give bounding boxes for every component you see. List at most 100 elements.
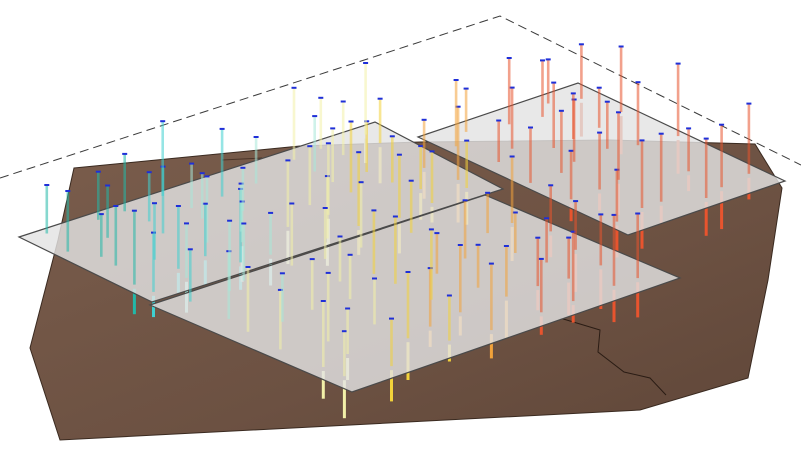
pile-66 xyxy=(448,295,451,341)
pile-22 xyxy=(269,212,272,255)
pile-cap-54 xyxy=(279,272,285,275)
pile-44 xyxy=(422,119,426,168)
pile-cap-44 xyxy=(421,118,427,121)
pile-84 xyxy=(545,218,548,263)
pile-34 xyxy=(349,121,353,193)
pile-36 xyxy=(319,97,323,149)
pile-117 xyxy=(619,46,623,113)
pile-68 xyxy=(372,210,376,274)
pile-cap-20 xyxy=(238,182,244,185)
pile-base-91 xyxy=(636,282,640,318)
pile-93 xyxy=(497,120,500,162)
pile-cap-32 xyxy=(312,115,318,118)
pile-cap-34 xyxy=(348,120,354,123)
pile-cap-113 xyxy=(635,81,641,84)
pile-83 xyxy=(514,212,517,253)
pile-cap-81 xyxy=(570,230,576,233)
pile-71 xyxy=(459,245,462,313)
pile-cap-50 xyxy=(277,288,283,291)
pile-cap-85 xyxy=(566,236,572,239)
pile-4 xyxy=(133,210,136,285)
pile-cap-74 xyxy=(434,232,440,235)
pile-cap-75 xyxy=(475,243,481,246)
pile-cap-95 xyxy=(568,149,574,152)
pile-base-57 xyxy=(390,370,393,402)
pile-cap-12 xyxy=(146,171,152,174)
pile-38 xyxy=(365,121,368,172)
pile-cap-98 xyxy=(509,86,515,89)
pile-31 xyxy=(292,87,296,160)
pile-100 xyxy=(598,132,601,190)
pile-76 xyxy=(505,246,508,297)
pile-85 xyxy=(567,237,570,279)
pile-35 xyxy=(398,154,401,218)
pile-11 xyxy=(123,153,126,212)
pile-cap-100 xyxy=(597,131,603,134)
pile-cap-77 xyxy=(538,257,544,260)
pile-49 xyxy=(246,267,250,332)
pile-51 xyxy=(322,301,325,367)
pile-75 xyxy=(476,244,480,288)
pile-base-96 xyxy=(615,225,619,258)
pile-cap-107 xyxy=(540,59,545,62)
pile-cap-9 xyxy=(175,205,181,207)
pile-cap-37 xyxy=(340,100,346,103)
pile-cap-110 xyxy=(703,137,709,140)
pile-14 xyxy=(205,176,209,243)
pile-3 xyxy=(114,206,118,266)
pile-cap-51 xyxy=(320,300,326,302)
pile-cap-73 xyxy=(358,181,364,184)
pile-57 xyxy=(390,318,393,367)
pile-47 xyxy=(189,249,192,302)
pile-6 xyxy=(97,171,100,220)
pile-group-upper xyxy=(44,43,752,377)
pile-113 xyxy=(636,82,640,146)
pile-cap-89 xyxy=(573,200,579,203)
pile-cap-102 xyxy=(506,57,512,59)
pile-cap-115 xyxy=(719,123,725,126)
pile-29 xyxy=(327,143,330,215)
pile-cap-67 xyxy=(322,207,328,209)
pile-cap-66 xyxy=(446,294,452,297)
pile-cap-71 xyxy=(457,244,463,246)
pile-80 xyxy=(536,237,540,287)
pile-cap-8 xyxy=(152,202,157,205)
pile-cap-0 xyxy=(44,184,50,186)
pile-base-51 xyxy=(321,371,325,399)
pile-cap-49 xyxy=(245,266,251,268)
pile-110 xyxy=(704,138,708,198)
pile-74 xyxy=(435,233,439,274)
pile-107 xyxy=(541,60,544,117)
pile-cap-4 xyxy=(131,209,137,212)
pile-cap-42 xyxy=(363,62,369,64)
pile-cap-116 xyxy=(578,43,584,46)
pile-cap-39 xyxy=(389,135,395,138)
pile-115 xyxy=(720,124,723,188)
pile-81 xyxy=(571,231,575,302)
pile-cap-92 xyxy=(453,79,459,81)
pile-109 xyxy=(606,101,609,149)
pile-cap-19 xyxy=(199,172,205,175)
pile-cap-58 xyxy=(241,222,247,225)
pile-73 xyxy=(359,182,363,248)
pile-96 xyxy=(615,169,619,222)
pile-cap-7 xyxy=(105,184,111,187)
pile-87 xyxy=(510,156,514,223)
pile-111 xyxy=(546,59,550,104)
pile-cap-11 xyxy=(122,152,128,155)
pile-46 xyxy=(465,140,468,188)
pile-cap-22 xyxy=(268,211,274,214)
pile-69 xyxy=(394,216,397,284)
pile-90 xyxy=(599,214,603,266)
pile-cap-91 xyxy=(635,212,641,215)
pile-cap-61 xyxy=(405,271,411,273)
pile-118 xyxy=(676,63,680,137)
pile-79 xyxy=(463,200,467,259)
pile-cap-105 xyxy=(616,111,621,114)
pile-7 xyxy=(106,185,109,238)
pile-23 xyxy=(220,128,224,197)
pile-cap-83 xyxy=(512,211,518,214)
pile-78 xyxy=(409,180,413,233)
pile-cap-114 xyxy=(686,127,692,130)
pile-cap-60 xyxy=(372,277,377,280)
